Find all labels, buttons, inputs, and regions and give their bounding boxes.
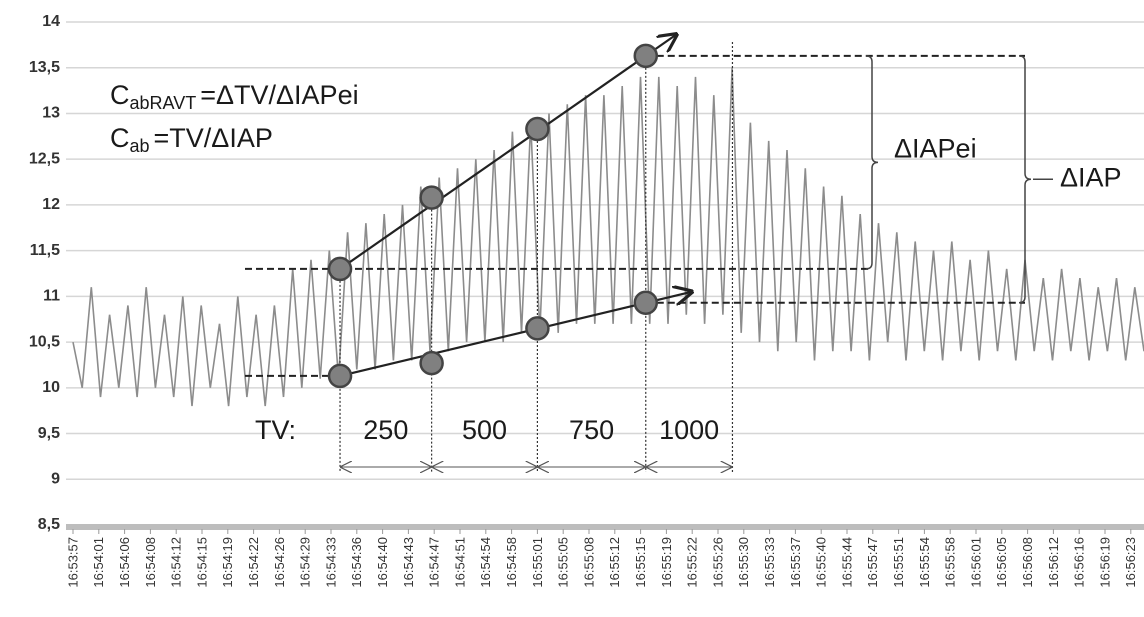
- y-tick-label: 13,5: [29, 59, 60, 76]
- marker-point: [327, 363, 353, 389]
- formula: CabRAVT =ΔTV/ΔIAPei: [110, 80, 359, 113]
- x-tick-label: 16:54:08: [143, 537, 158, 588]
- tv-step: 500: [462, 415, 507, 445]
- tv-step: 750: [569, 415, 614, 445]
- brace-label: ΔIAP: [1060, 162, 1122, 192]
- x-tick-label: 16:55:08: [581, 537, 596, 588]
- formula-subscript: ab: [130, 136, 150, 156]
- x-tick-label: 16:55:01: [530, 537, 545, 588]
- x-tick-label: 16:56:19: [1097, 537, 1112, 588]
- x-tick-label: 16:55:33: [762, 537, 777, 588]
- brace-label: ΔIAPei: [894, 134, 977, 164]
- x-tick-label: 16:54:22: [246, 537, 261, 588]
- signal-line: [72, 67, 1144, 407]
- trend-arrow: [339, 35, 676, 270]
- x-tick-label: 16:54:54: [478, 537, 493, 588]
- x-tick-label: 16:54:26: [272, 537, 287, 588]
- x-tick-label: 16:54:43: [401, 537, 416, 588]
- marker-point: [419, 185, 444, 210]
- x-tick-label: 16:55:54: [917, 537, 932, 588]
- brace: [1018, 55, 1032, 304]
- x-tick-label: 16:54:29: [298, 537, 313, 588]
- x-tick-label: 16:55:12: [607, 537, 622, 588]
- x-tick-label: 16:56:01: [968, 537, 983, 588]
- tv-label: TV:: [255, 415, 296, 445]
- formula-subscript: abRAVT: [130, 93, 197, 113]
- y-tick-label: 9: [51, 470, 60, 487]
- marker-point: [525, 316, 550, 341]
- x-tick-label: 16:55:44: [839, 537, 854, 588]
- x-tick-label: 16:55:26: [710, 537, 725, 588]
- x-tick-label: 16:54:01: [91, 537, 106, 588]
- x-tick-label: 16:55:05: [556, 537, 571, 588]
- x-tick-label: 16:53:57: [65, 537, 80, 588]
- y-tick-label: 9,5: [38, 425, 60, 442]
- formula-text: =TV/ΔIAP: [154, 123, 273, 153]
- x-tick-label: 16:55:37: [788, 537, 803, 588]
- formula-symbol: C: [110, 80, 130, 110]
- brace: [865, 55, 879, 270]
- x-tick-label: 16:54:19: [220, 537, 235, 588]
- formula-text: =ΔTV/ΔIAPei: [200, 80, 358, 110]
- y-tick-label: 11,5: [30, 242, 60, 259]
- y-tick-label: 10: [42, 379, 60, 396]
- marker-point: [633, 43, 659, 69]
- x-axis: [66, 524, 1144, 530]
- x-tick-label: 16:56:05: [994, 537, 1009, 588]
- y-tick-label: 8,5: [38, 516, 60, 533]
- y-tick-label: 13: [42, 105, 60, 122]
- y-tick-label: 12: [42, 196, 60, 213]
- marker-point: [525, 116, 550, 142]
- x-tick-label: 16:54:06: [117, 537, 132, 588]
- tv-step: 250: [363, 415, 408, 445]
- y-tick-label: 14: [42, 13, 60, 30]
- x-tick-label: 16:55:30: [736, 537, 751, 588]
- x-tick-label: 16:56:23: [1123, 537, 1138, 588]
- y-tick-label: 12,5: [29, 150, 60, 167]
- x-tick-label: 16:56:12: [1046, 537, 1061, 588]
- x-tick-label: 16:54:12: [169, 537, 184, 588]
- marker-point: [327, 256, 353, 282]
- x-tick-label: 16:55:47: [865, 537, 880, 588]
- x-tick-label: 16:54:33: [323, 537, 338, 588]
- x-tick-label: 16:54:58: [504, 537, 519, 588]
- x-tick-label: 16:54:36: [349, 537, 364, 588]
- formula: Cab =TV/ΔIAP: [110, 123, 273, 156]
- tv-step: 1000: [659, 415, 719, 445]
- formula-symbol: C: [110, 123, 130, 153]
- x-tick-label: 16:55:22: [685, 537, 700, 588]
- x-tick-label: 16:56:08: [1020, 537, 1035, 588]
- x-tick-label: 16:54:15: [194, 537, 209, 588]
- x-tick-label: 16:54:51: [452, 537, 467, 588]
- y-tick-label: 11: [43, 288, 60, 305]
- x-tick-label: 16:55:51: [891, 537, 906, 588]
- y-tick-label: 10,5: [29, 333, 60, 350]
- marker-point: [419, 350, 444, 376]
- x-tick-label: 16:54:47: [427, 537, 442, 588]
- x-tick-label: 16:55:40: [814, 537, 829, 588]
- x-tick-label: 16:55:15: [633, 537, 648, 588]
- x-tick-label: 16:56:16: [1072, 537, 1087, 588]
- x-tick-label: 16:55:58: [943, 537, 958, 588]
- marker-point: [633, 290, 659, 316]
- x-tick-label: 16:54:40: [375, 537, 390, 588]
- x-tick-label: 16:55:19: [659, 537, 674, 588]
- trend-arrow: [339, 292, 692, 377]
